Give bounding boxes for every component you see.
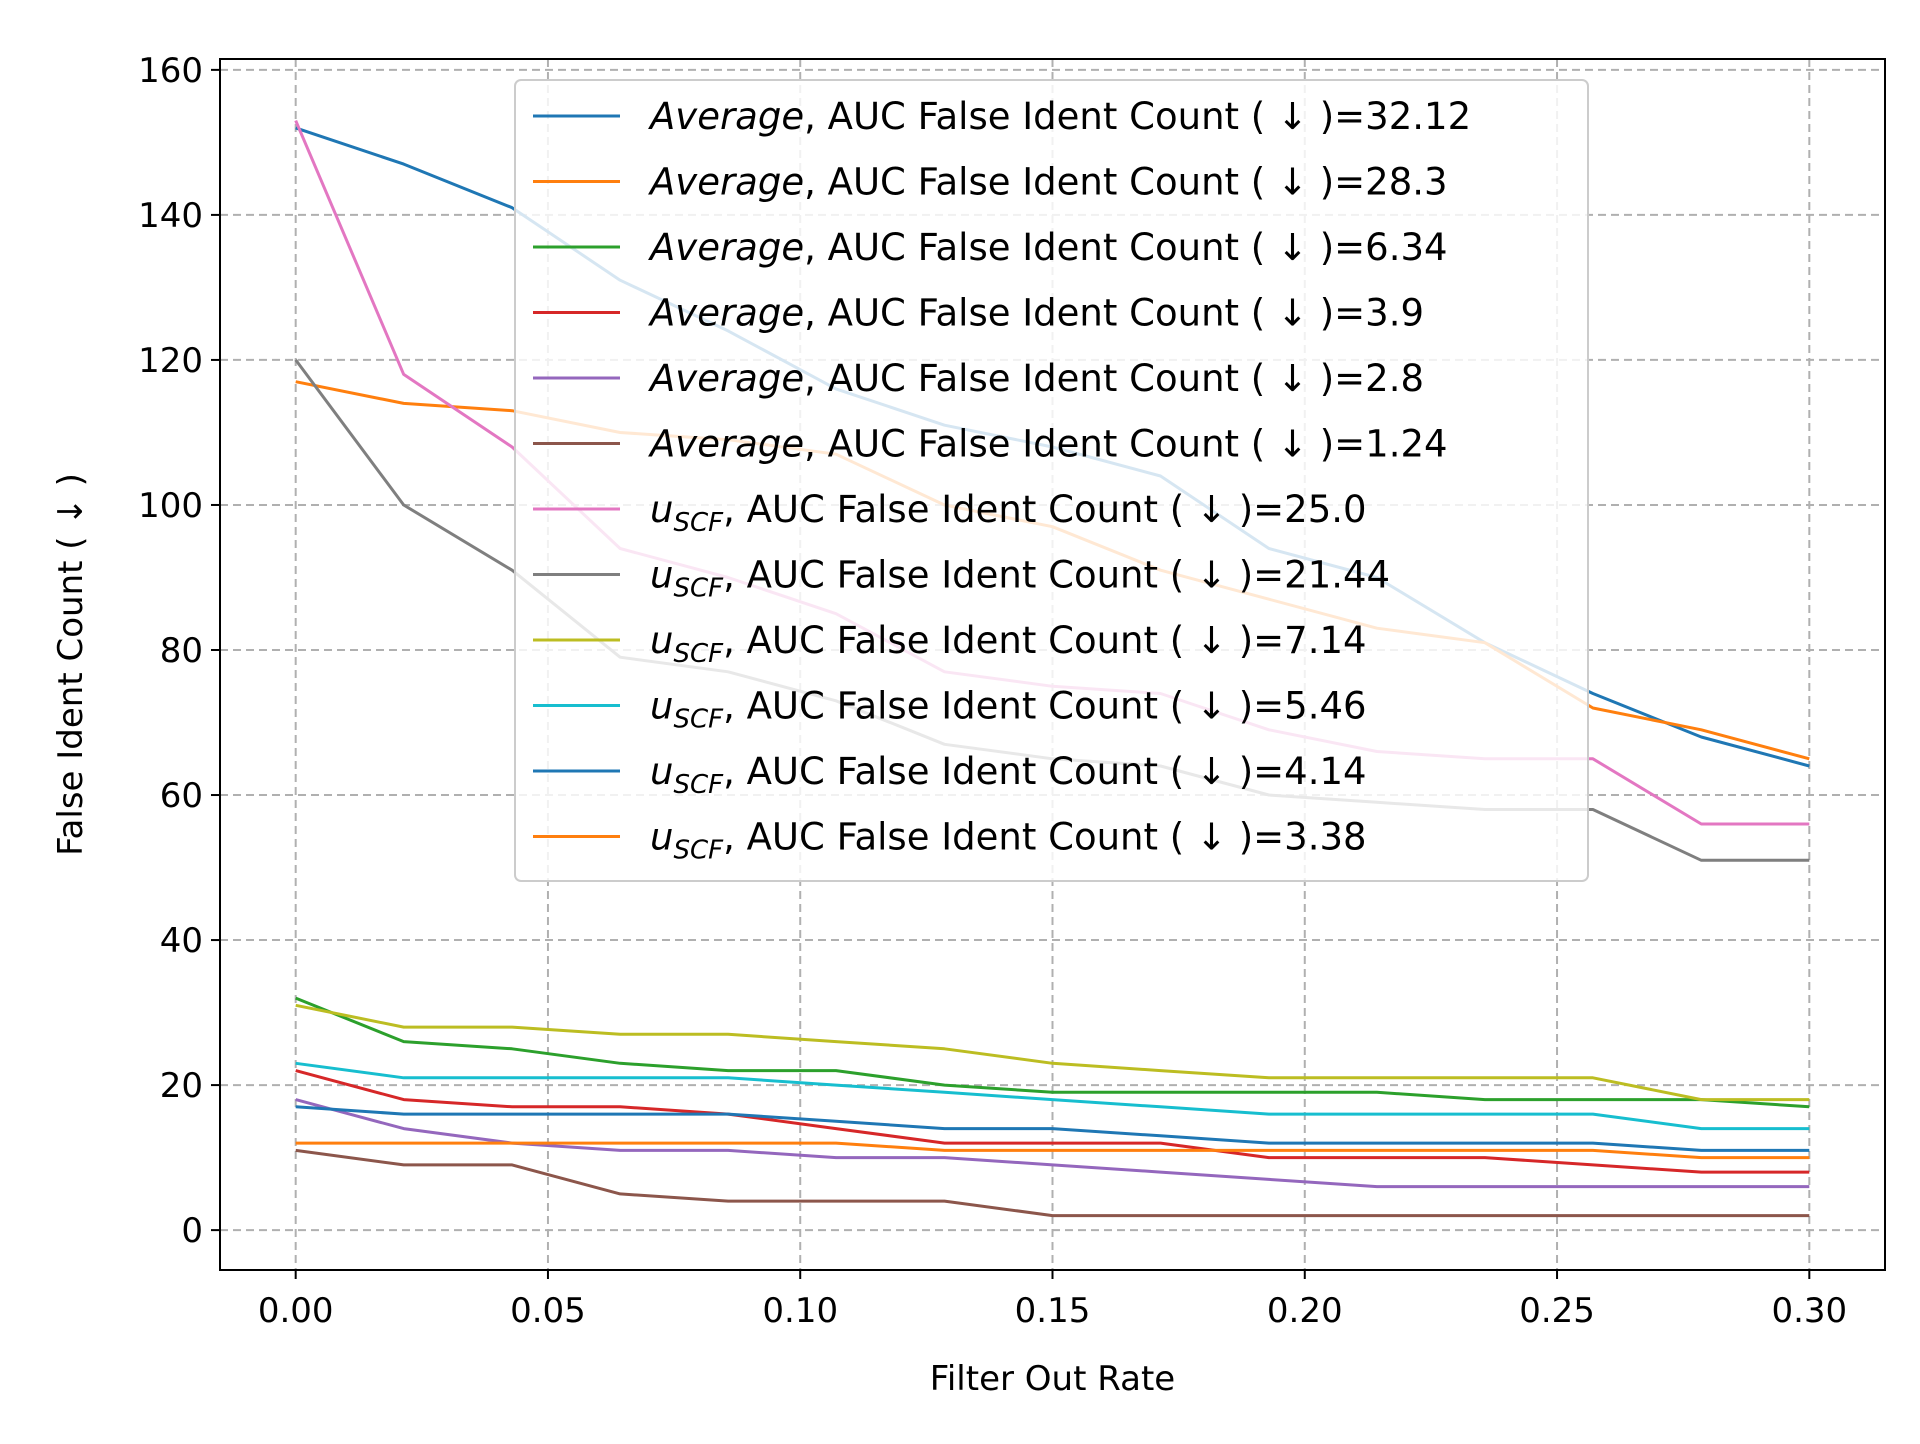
x-axis-label: Filter Out Rate [930, 1359, 1175, 1399]
legend-entry-text: , AUC False Ident Count ( ↓ )=6.34 [804, 226, 1447, 269]
legend-entry-7: uSCF, AUC False Ident Count ( ↓ )=21.44 [650, 554, 1390, 604]
legend-entry-prefix: u [650, 488, 673, 531]
y-tick-label: 140 [138, 196, 203, 236]
legend: Average, AUC False Ident Count ( ↓ )=32.… [514, 79, 1589, 882]
legend-entry-prefix: Average [648, 357, 804, 400]
y-tick-label: 20 [160, 1066, 203, 1106]
legend-entry-0: Average, AUC False Ident Count ( ↓ )=32.… [648, 95, 1471, 138]
x-tick-label: 0.05 [510, 1291, 586, 1331]
legend-box [514, 79, 1589, 882]
legend-entry-1: Average, AUC False Ident Count ( ↓ )=28.… [648, 161, 1448, 204]
y-tick-label: 120 [138, 341, 203, 381]
legend-entry-subscript: SCF [673, 508, 724, 538]
legend-entry-4: Average, AUC False Ident Count ( ↓ )=2.8 [648, 357, 1424, 400]
legend-entry-subscript: SCF [673, 836, 724, 866]
legend-entry-subscript: SCF [673, 639, 724, 669]
legend-entry-prefix: Average [648, 226, 804, 269]
y-tick-label: 100 [138, 486, 203, 526]
legend-entry-11: uSCF, AUC False Ident Count ( ↓ )=3.38 [650, 816, 1367, 866]
legend-entry-prefix: u [650, 619, 673, 662]
x-tick-label: 0.20 [1267, 1291, 1343, 1331]
legend-entry-text: , AUC False Ident Count ( ↓ )=2.8 [804, 357, 1424, 400]
y-tick-label: 0 [181, 1211, 203, 1251]
y-tick-label: 60 [160, 776, 203, 816]
series-line-8 [295, 1003, 1810, 1102]
legend-entry-prefix: u [650, 554, 673, 597]
series-line-3 [295, 1069, 1810, 1174]
legend-entry-prefix: Average [648, 95, 804, 138]
legend-entry-subscript: SCF [673, 705, 724, 735]
y-tick-label: 80 [160, 631, 203, 671]
legend-entry-3: Average, AUC False Ident Count ( ↓ )=3.9 [648, 292, 1424, 335]
legend-entry-text: , AUC False Ident Count ( ↓ )=1.24 [804, 423, 1447, 466]
legend-entry-subscript: SCF [673, 770, 724, 800]
y-axis-label: False Ident Count ( ↓ ) [51, 473, 91, 856]
legend-entry-6: uSCF, AUC False Ident Count ( ↓ )=25.0 [650, 488, 1367, 538]
series-line-9 [295, 1061, 1810, 1131]
legend-entry-text: , AUC False Ident Count ( ↓ )=3.9 [804, 292, 1424, 335]
legend-entry-text: , AUC False Ident Count ( ↓ )=21.44 [723, 554, 1390, 597]
x-tick-label: 0.00 [258, 1291, 334, 1331]
legend-entry-text: , AUC False Ident Count ( ↓ )=7.14 [723, 619, 1366, 662]
series-line-10 [295, 1105, 1810, 1152]
legend-entry-5: Average, AUC False Ident Count ( ↓ )=1.2… [648, 423, 1448, 466]
series-line-2 [295, 996, 1810, 1109]
legend-entry-subscript: SCF [673, 574, 724, 604]
x-tick-label: 0.25 [1519, 1291, 1595, 1331]
series-line-4 [295, 1098, 1810, 1189]
legend-entry-10: uSCF, AUC False Ident Count ( ↓ )=4.14 [650, 750, 1367, 800]
x-tick-label: 0.10 [762, 1291, 838, 1331]
legend-entry-prefix: Average [648, 292, 804, 335]
legend-entry-text: , AUC False Ident Count ( ↓ )=3.38 [723, 816, 1366, 859]
legend-entry-8: uSCF, AUC False Ident Count ( ↓ )=7.14 [650, 619, 1367, 669]
legend-entry-prefix: Average [648, 161, 804, 204]
series-line-11 [295, 1141, 1810, 1160]
legend-entry-prefix: Average [648, 423, 804, 466]
legend-entry-prefix: u [650, 750, 673, 793]
legend-entry-2: Average, AUC False Ident Count ( ↓ )=6.3… [648, 226, 1448, 269]
legend-entry-9: uSCF, AUC False Ident Count ( ↓ )=5.46 [650, 685, 1367, 735]
axis-ticks: 0.00 0.05 0.10 0.15 0.20 0.25 0.30 0 20 40 60 80 100… [138, 51, 1847, 1331]
legend-entry-text: , AUC False Ident Count ( ↓ )=5.46 [723, 685, 1366, 728]
legend-entry-text: , AUC False Ident Count ( ↓ )=4.14 [723, 750, 1366, 793]
legend-entry-prefix: u [650, 816, 673, 859]
y-tick-label: 160 [138, 51, 203, 91]
legend-entry-text: , AUC False Ident Count ( ↓ )=25.0 [723, 488, 1366, 531]
legend-entry-prefix: u [650, 685, 673, 728]
legend-entry-text: , AUC False Ident Count ( ↓ )=32.12 [804, 95, 1471, 138]
x-tick-label: 0.15 [1015, 1291, 1091, 1331]
series-line-5 [295, 1148, 1810, 1218]
legend-entry-text: , AUC False Ident Count ( ↓ )=28.3 [804, 161, 1447, 204]
y-tick-label: 40 [160, 921, 203, 961]
x-tick-label: 0.30 [1771, 1291, 1847, 1331]
